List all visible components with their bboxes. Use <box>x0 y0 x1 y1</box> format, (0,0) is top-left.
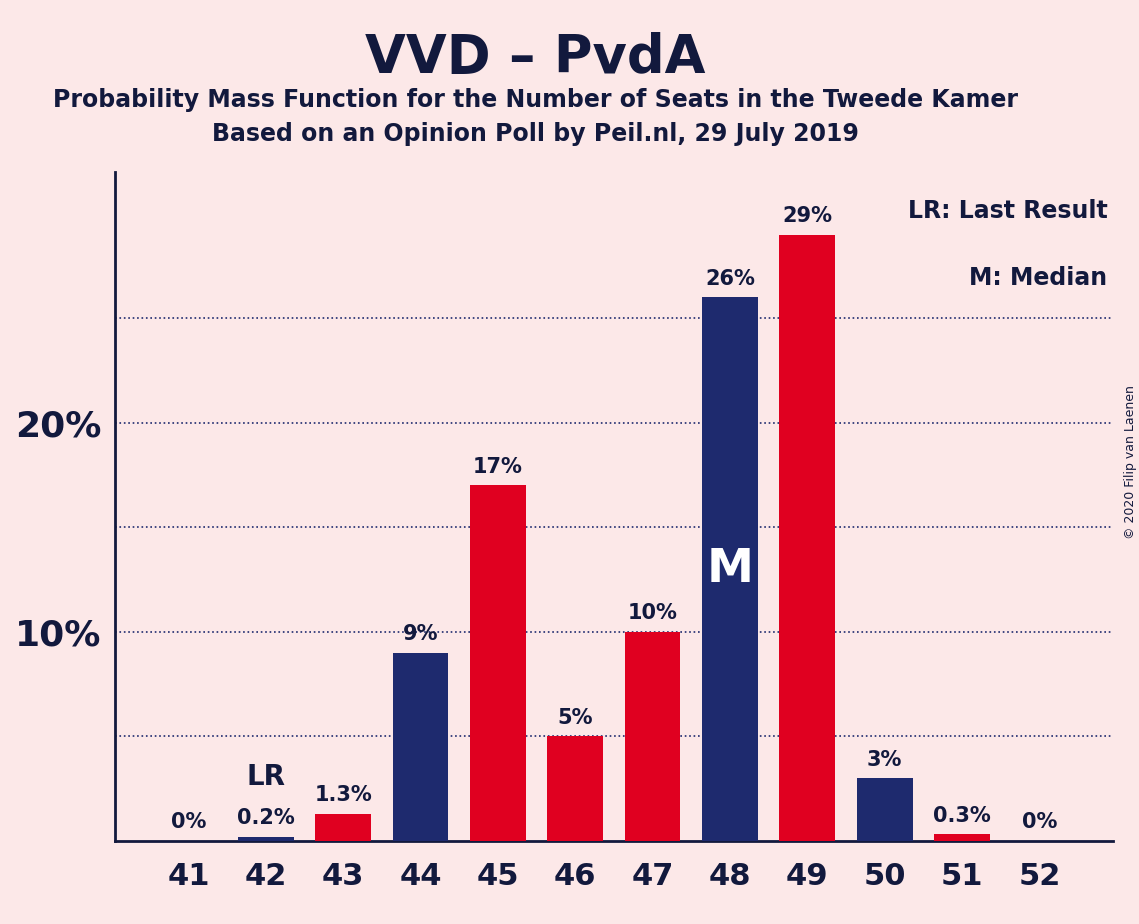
Text: 10%: 10% <box>628 603 678 624</box>
Bar <box>470 485 526 841</box>
Text: 0.2%: 0.2% <box>237 808 295 828</box>
Text: 0%: 0% <box>171 812 206 833</box>
Text: 29%: 29% <box>782 206 833 226</box>
Text: 1.3%: 1.3% <box>314 785 372 805</box>
Bar <box>238 836 294 841</box>
Text: 0%: 0% <box>1022 812 1057 833</box>
Bar <box>393 652 449 841</box>
Bar <box>857 778 912 841</box>
Text: VVD – PvdA: VVD – PvdA <box>366 32 705 84</box>
Bar <box>779 235 835 841</box>
Bar <box>548 736 604 841</box>
Text: 9%: 9% <box>403 625 439 644</box>
Text: Based on an Opinion Poll by Peil.nl, 29 July 2019: Based on an Opinion Poll by Peil.nl, 29 … <box>212 122 859 146</box>
Bar <box>702 298 757 841</box>
Text: M: M <box>706 547 754 591</box>
Text: 5%: 5% <box>557 708 593 728</box>
Text: LR: LR <box>246 762 285 791</box>
Text: M: Median: M: Median <box>969 266 1107 290</box>
Text: 26%: 26% <box>705 269 755 289</box>
Text: Probability Mass Function for the Number of Seats in the Tweede Kamer: Probability Mass Function for the Number… <box>52 88 1018 112</box>
Bar <box>625 632 680 841</box>
Text: © 2020 Filip van Laenen: © 2020 Filip van Laenen <box>1124 385 1137 539</box>
Bar <box>934 834 990 841</box>
Bar <box>316 813 371 841</box>
Text: 3%: 3% <box>867 749 902 770</box>
Text: LR: Last Result: LR: Last Result <box>908 199 1107 223</box>
Text: 17%: 17% <box>473 457 523 477</box>
Text: 0.3%: 0.3% <box>933 806 991 826</box>
